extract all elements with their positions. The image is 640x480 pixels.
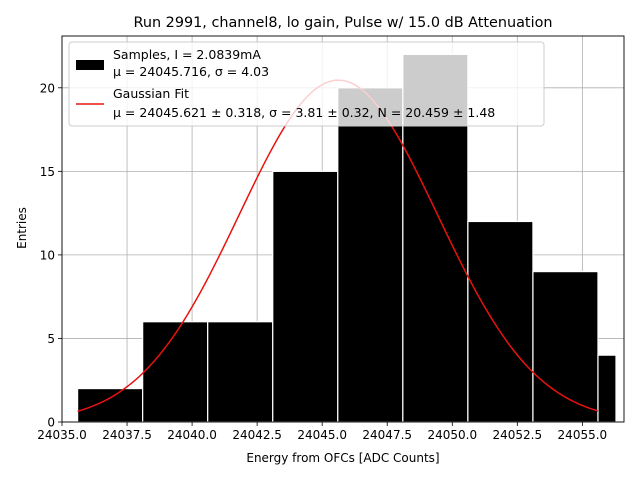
x-axis-ticks: 24035.0 24037.5 24040.0 24042.5 24045.0 24047…	[37, 422, 607, 442]
x-tick-label: 24045.0	[297, 428, 347, 442]
histogram-bar	[532, 271, 599, 423]
y-tick-label: 20	[40, 81, 55, 95]
axes-frame	[61, 35, 625, 423]
y-tick-label: 15	[40, 165, 55, 179]
x-tick-label: 24050.0	[427, 428, 477, 442]
x-axis-label: Energy from OFCs [ADC Counts]	[246, 451, 439, 465]
x-tick-label: 24037.5	[102, 428, 152, 442]
histogram-bar	[77, 387, 144, 423]
y-tick-label: 5	[47, 332, 55, 346]
x-tick-label: 24040.0	[167, 428, 217, 442]
legend-fit-stats: μ = 24045.621 ± 0.318, σ = 3.81 ± 0.32, …	[113, 105, 495, 120]
legend: Samples, I = 2.0839mA μ = 24045.716, σ =…	[68, 41, 545, 127]
y-tick-label: 0	[47, 416, 55, 430]
histogram-bar	[142, 321, 209, 423]
y-axis-label: Entries	[15, 207, 29, 249]
legend-samples-label: Samples, I = 2.0839mA	[113, 47, 261, 62]
x-tick-label: 24047.5	[362, 428, 412, 442]
histogram-bar	[467, 220, 534, 423]
legend-box	[68, 41, 545, 127]
legend-histogram-swatch	[76, 60, 104, 70]
legend-samples-stats: μ = 24045.716, σ = 4.03	[113, 64, 269, 79]
x-tick-label: 24055.0	[558, 428, 608, 442]
x-tick-label: 24042.5	[232, 428, 282, 442]
histogram-bar	[272, 170, 339, 423]
x-tick-label: 24052.5	[493, 428, 543, 442]
y-axis-ticks: 0 5 10 15 20	[40, 81, 62, 430]
x-tick-label: 24035.0	[37, 428, 87, 442]
y-tick-label: 10	[40, 248, 55, 262]
histogram-bar	[597, 354, 617, 423]
histogram-bar	[337, 87, 404, 423]
legend-fit-label: Gaussian Fit	[113, 86, 189, 101]
histogram-bar	[207, 321, 274, 423]
chart-title: Run 2991, channel8, lo gain, Pulse w/ 15…	[134, 15, 553, 31]
